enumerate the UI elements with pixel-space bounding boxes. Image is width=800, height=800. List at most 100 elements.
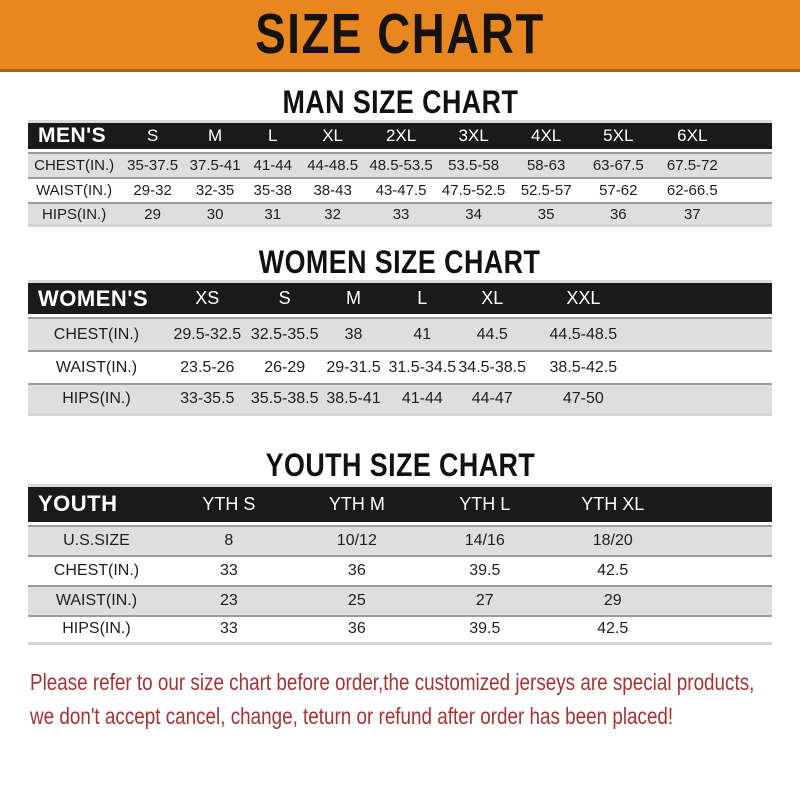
column-header: XL xyxy=(300,120,365,153)
cell-value: 10/12 xyxy=(292,524,421,555)
column-header: XS xyxy=(164,280,250,318)
column-header: 3XL xyxy=(437,120,511,153)
cell-value: 38.5-42.5 xyxy=(527,350,640,384)
row-label: HIPS(IN.) xyxy=(28,383,165,417)
row-label: WAIST(IN.) xyxy=(28,177,121,203)
row-label: CHEST(IN.) xyxy=(28,152,121,178)
row-label: HIPS(IN.) xyxy=(28,614,165,645)
cell-value: 39.5 xyxy=(420,554,549,585)
column-header: 6XL xyxy=(654,120,731,153)
row-label: HIPS(IN.) xyxy=(28,202,121,228)
section-heading-youth: YOUTH SIZE CHART xyxy=(0,448,800,483)
table-row: CHEST(IN.) 33 36 39.5 42.5 xyxy=(28,554,772,585)
cell-spacer xyxy=(730,177,772,203)
cell-value: 35-37.5 xyxy=(120,152,185,178)
cell-value: 32.5-35.5 xyxy=(249,317,320,351)
cell-value: 57-62 xyxy=(582,177,655,203)
column-header: XL xyxy=(457,280,528,318)
table-row: WAIST(IN.) 23.5-26 26-29 29-31.5 31.5-34.5 34… xyxy=(28,350,772,384)
cell-spacer xyxy=(676,554,772,585)
cell-spacer xyxy=(730,202,772,228)
cell-value: 32-35 xyxy=(184,177,246,203)
column-header: 2XL xyxy=(364,120,438,153)
cell-spacer xyxy=(730,152,772,178)
cell-value: 48.5-53.5 xyxy=(364,152,438,178)
men-size-table: MEN'S S M L XL 2XL 3XL 4XL 5XL 6XL CHEST(IN.) 35-37… xyxy=(28,120,772,228)
cell-value: 38.5-41 xyxy=(319,383,388,417)
cell-value: 32 xyxy=(300,202,365,228)
cell-value: 44.5-48.5 xyxy=(527,317,640,351)
row-label: CHEST(IN.) xyxy=(28,554,165,585)
cell-value: 14/16 xyxy=(420,524,549,555)
disclaimer-line-1-text: Please refer to our size chart before or… xyxy=(30,668,755,695)
cell-value: 41-44 xyxy=(387,383,458,417)
cell-value: 29-31.5 xyxy=(319,350,388,384)
table-row: CHEST(IN.) 29.5-32.5 32.5-35.5 38 41 44.5 44.5… xyxy=(28,317,772,351)
women-size-table: WOMEN'S XS S M L XL XXL CHEST(IN.) 29.5-32.5 32.5… xyxy=(28,280,772,417)
cell-spacer xyxy=(676,584,772,615)
cell-value: 31 xyxy=(245,202,301,228)
cell-value: 38 xyxy=(319,317,388,351)
cell-value: 62-66.5 xyxy=(654,177,731,203)
column-header: 4XL xyxy=(510,120,583,153)
cell-value: 33 xyxy=(164,614,293,645)
row-label: CHEST(IN.) xyxy=(28,317,165,351)
section-heading-youth-text: YOUTH SIZE CHART xyxy=(265,447,535,484)
banner-title: SIZE CHART xyxy=(255,2,545,66)
cell-value: 52.5-57 xyxy=(510,177,583,203)
row-label: U.S.SIZE xyxy=(28,524,165,555)
column-header: YTH XL xyxy=(548,483,677,525)
column-header: L xyxy=(387,280,458,318)
disclaimer-line-1: Please refer to our size chart before or… xyxy=(30,667,800,701)
cell-value: 36 xyxy=(292,614,421,645)
cell-value: 39.5 xyxy=(420,614,549,645)
column-header: S xyxy=(249,280,320,318)
cell-value: 29 xyxy=(120,202,185,228)
cell-value: 37.5-41 xyxy=(184,152,246,178)
cell-value: 35.5-38.5 xyxy=(249,383,320,417)
table-row: U.S.SIZE 8 10/12 14/16 18/20 xyxy=(28,524,772,555)
cell-value: 63-67.5 xyxy=(582,152,655,178)
column-header: S xyxy=(120,120,185,153)
table-row: CHEST(IN.) 35-37.5 37.5-41 41-44 44-48.5 48.5… xyxy=(28,152,772,178)
table-row: WAIST(IN.) 23 25 27 29 xyxy=(28,584,772,615)
cell-value: 36 xyxy=(292,554,421,585)
column-header: L xyxy=(245,120,301,153)
disclaimer: Please refer to our size chart before or… xyxy=(0,667,800,735)
table-header-row: MEN'S S M L XL 2XL 3XL 4XL 5XL 6XL xyxy=(28,120,772,153)
section-heading-women-text: WOMEN SIZE CHART xyxy=(259,244,541,281)
cell-spacer xyxy=(639,350,772,384)
cell-value: 36 xyxy=(582,202,655,228)
column-header: XXL xyxy=(527,280,640,318)
header-spacer xyxy=(639,280,772,318)
cell-value: 34.5-38.5 xyxy=(457,350,528,384)
table-row: WAIST(IN.) 29-32 32-35 35-38 38-43 43-47.5 47.… xyxy=(28,177,772,203)
column-header: YTH M xyxy=(292,483,421,525)
cell-value: 29.5-32.5 xyxy=(164,317,250,351)
table-row: HIPS(IN.) 29 30 31 32 33 34 35 36 37 xyxy=(28,202,772,228)
table-corner-label: WOMEN'S xyxy=(28,280,165,318)
table-row: HIPS(IN.) 33-35.5 35.5-38.5 38.5-41 41-44 44-… xyxy=(28,383,772,417)
column-header: M xyxy=(184,120,246,153)
cell-value: 31.5-34.5 xyxy=(387,350,458,384)
cell-value: 35-38 xyxy=(245,177,301,203)
cell-value: 53.5-58 xyxy=(437,152,511,178)
column-header: 5XL xyxy=(582,120,655,153)
section-heading-man-text: MAN SIZE CHART xyxy=(282,84,518,120)
cell-value: 29 xyxy=(548,584,677,615)
cell-value: 38-43 xyxy=(300,177,365,203)
cell-value: 47.5-52.5 xyxy=(437,177,511,203)
column-header: M xyxy=(319,280,388,318)
cell-value: 18/20 xyxy=(548,524,677,555)
cell-value: 58-63 xyxy=(510,152,583,178)
cell-value: 33 xyxy=(164,554,293,585)
section-heading-man: MAN SIZE CHART xyxy=(0,84,800,120)
cell-value: 26-29 xyxy=(249,350,320,384)
cell-spacer xyxy=(639,383,772,417)
cell-spacer xyxy=(676,614,772,645)
cell-value: 44.5 xyxy=(457,317,528,351)
table-corner-label: MEN'S xyxy=(28,120,121,153)
cell-value: 41-44 xyxy=(245,152,301,178)
section-heading-women: WOMEN SIZE CHART xyxy=(0,244,800,281)
column-header: YTH S xyxy=(164,483,293,525)
